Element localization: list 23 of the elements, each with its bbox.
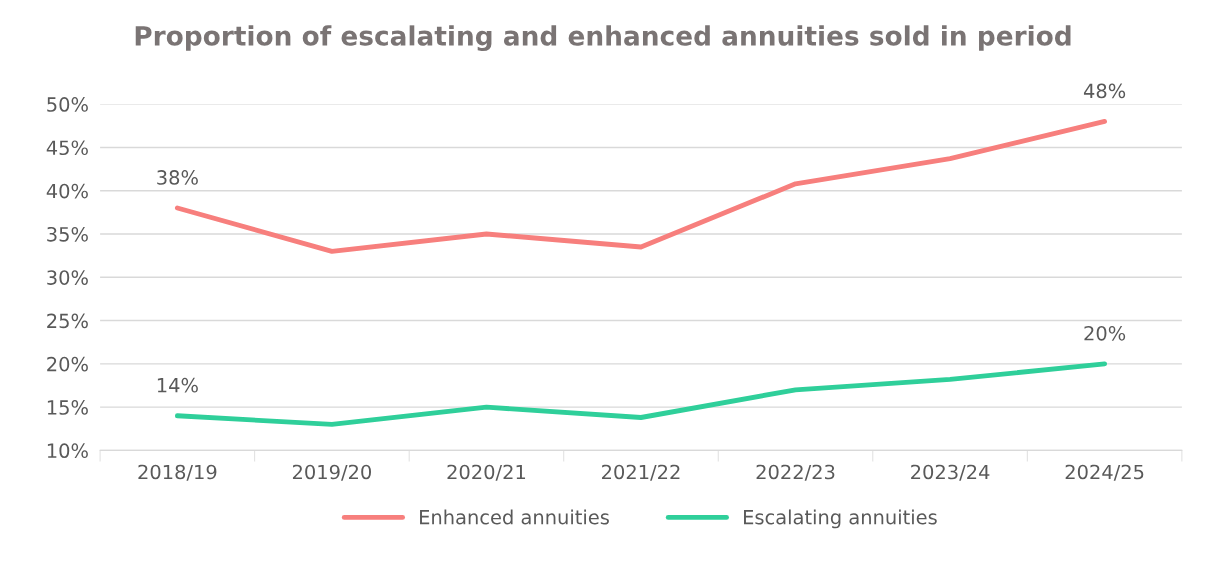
y-tick-label: 35% [47,226,88,242]
y-tick-label: 20% [47,356,88,372]
data-label: 14% [157,377,198,393]
y-tick-label: 30% [47,270,88,285]
x-tick-label: 2024/25 [1065,464,1144,481]
y-tick-label: 45% [46,140,88,156]
legend-label: Enhanced annuities [420,509,609,525]
data-label: 48% [1083,83,1126,99]
y-tick-label: 15% [47,400,88,415]
x-tick-label: 2020/21 [447,464,526,481]
x-tick-label: 2019/20 [292,464,372,481]
data-label: 38% [157,170,198,185]
chart-title: Proportion of escalating and enhanced annuities sold in period [135,25,1071,52]
y-tick-label: 50% [47,97,88,112]
x-tick-label: 2022/23 [756,464,835,481]
y-tick-label: 25% [47,313,88,329]
y-tick-label: 10% [47,443,88,459]
x-tick-label: 2023/24 [911,464,990,481]
y-tick-label: 40% [46,183,88,199]
data-label: 20% [1084,325,1126,341]
x-tick-label: 2021/22 [602,464,680,481]
x-tick-label: 2018/19 [138,464,217,481]
legend-label: Escalating annuities [744,509,937,529]
